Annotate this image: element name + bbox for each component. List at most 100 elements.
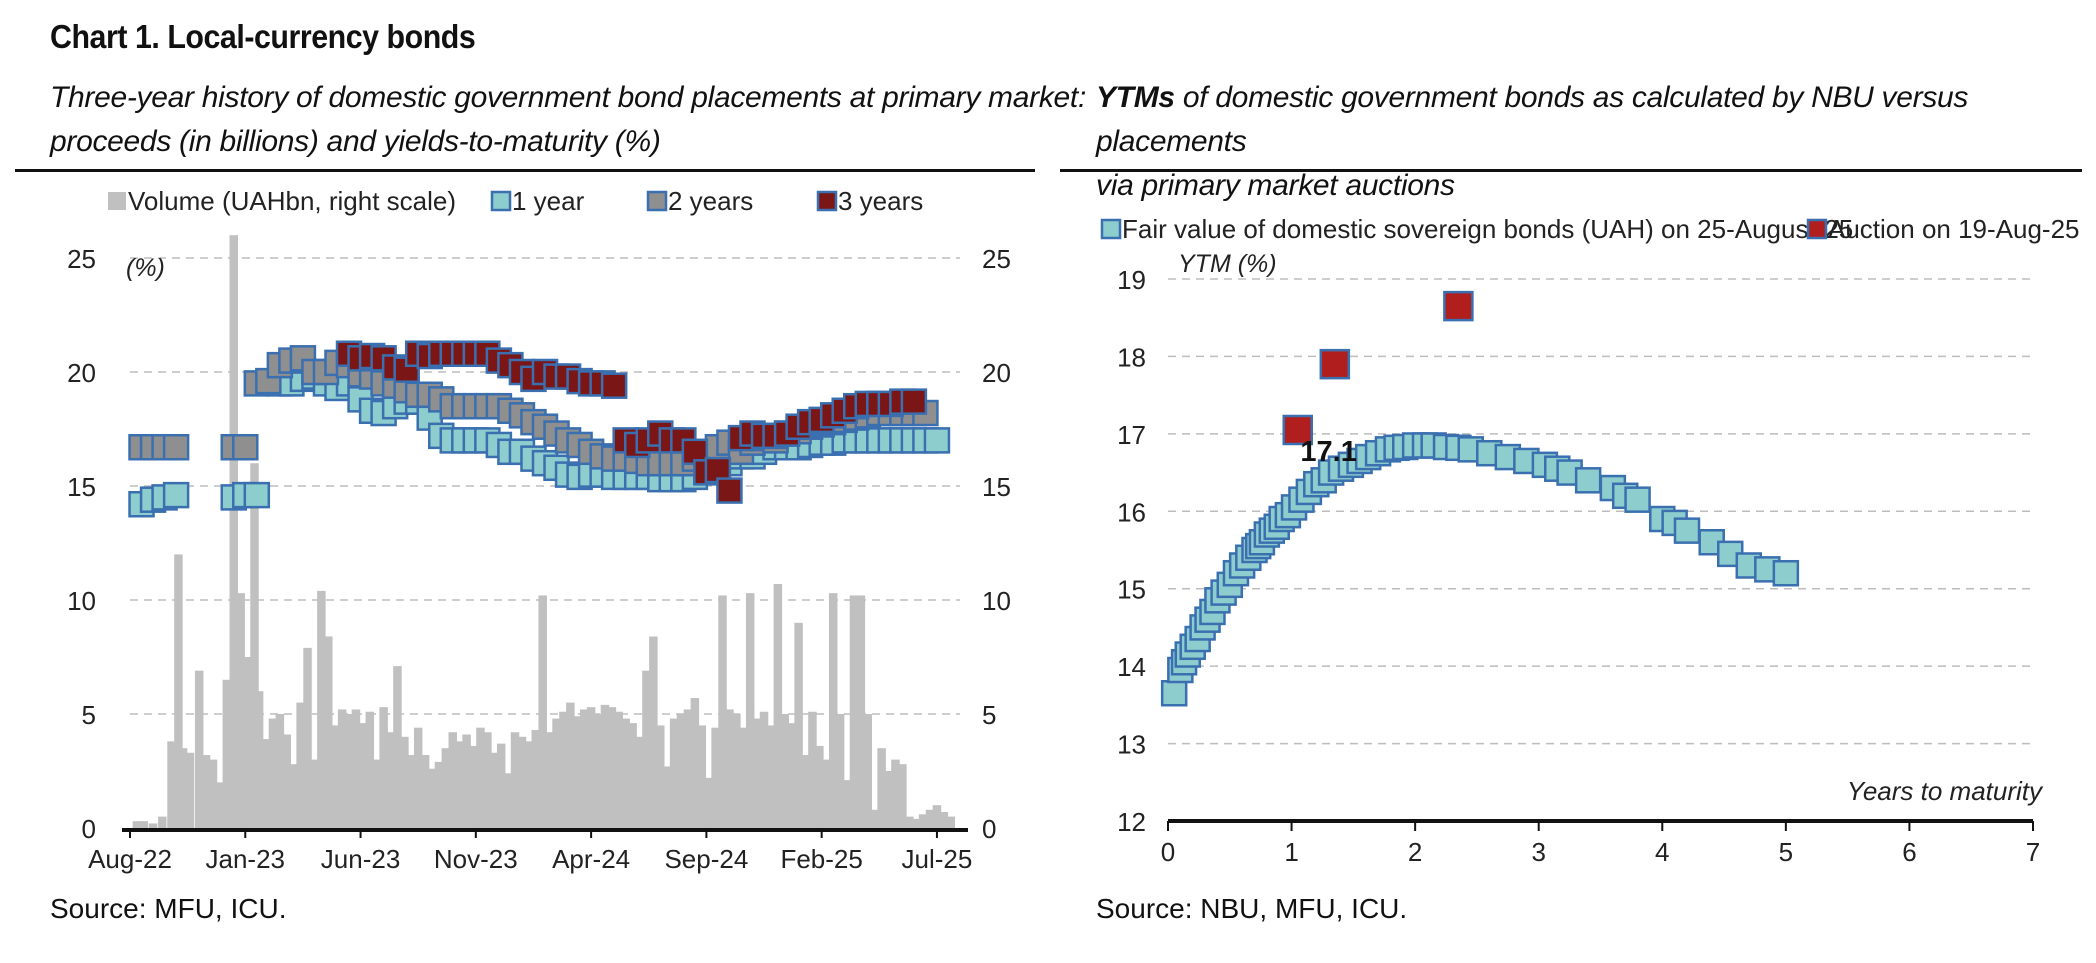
yield-2y-point <box>162 433 190 461</box>
y-right-tick-label: 25 <box>982 244 1011 274</box>
volume-bar <box>801 755 810 828</box>
volume-bar <box>132 821 142 828</box>
volume-bar <box>690 698 700 828</box>
volume-bar <box>925 809 935 828</box>
volume-bar <box>462 734 471 828</box>
volume-bar <box>330 725 340 828</box>
right-subtitle-line2: via primary market auctions <box>1096 169 1455 202</box>
x-tick-label: 6 <box>1902 837 1916 867</box>
legend-swatch <box>490 190 512 212</box>
volume-bar <box>503 773 513 828</box>
legend-swatch <box>816 190 838 212</box>
volume-bar <box>427 768 437 828</box>
volume-bar <box>676 714 686 828</box>
volume-bar <box>808 711 817 828</box>
y-left-tick-label: 10 <box>67 586 96 616</box>
volume-bar <box>393 666 402 828</box>
fair-value-point <box>1772 559 1800 587</box>
volume-bar <box>828 593 838 828</box>
y-left-tick-label: 20 <box>67 358 96 388</box>
left-source: Source: MFU, ICU. <box>50 893 287 924</box>
yield-3y-point <box>716 477 743 504</box>
yield-1y-point <box>162 481 190 509</box>
volume-bar <box>621 718 630 828</box>
y-tick-label: 13 <box>1117 730 1146 760</box>
volume-bar <box>538 595 547 828</box>
volume-bar <box>208 759 218 828</box>
page-title: Chart 1. Local-currency bonds <box>50 18 476 55</box>
volume-bar <box>842 780 852 828</box>
y-tick-label: 14 <box>1117 652 1146 682</box>
left-subtitle-line1: Three-year history of domestic governmen… <box>50 81 1086 114</box>
volume-bar <box>939 812 949 828</box>
volume-bar <box>884 771 893 828</box>
volume-bar <box>441 748 451 828</box>
volume-bar <box>178 748 188 828</box>
volume-bar <box>282 734 292 828</box>
volume-bar <box>656 725 665 828</box>
legend-label: Volume (UAHbn, right scale) <box>128 186 456 216</box>
volume-bar <box>635 736 644 828</box>
volume-bar <box>863 714 873 828</box>
volume-bar <box>222 679 232 828</box>
x-tick-label: Sep-24 <box>664 844 748 874</box>
volume-bar <box>158 816 167 828</box>
volume-bar <box>759 711 769 828</box>
volume-bar <box>469 745 478 828</box>
y-tick-label: 17 <box>1117 420 1146 450</box>
auction-point <box>1319 348 1351 380</box>
fair-value-point <box>1160 679 1188 707</box>
volume-bar <box>351 709 361 828</box>
y-axis-unit-label: (%) <box>126 254 165 282</box>
y-right-tick-label: 5 <box>982 700 996 730</box>
volume-bar <box>545 732 554 828</box>
volume-bar <box>490 752 499 828</box>
right-subtitle: YTMs of domestic government bonds as cal… <box>1096 76 2096 208</box>
legend-label: 2 years <box>668 186 753 216</box>
right-source: Source: NBU, MFU, ICU. <box>1096 893 1408 924</box>
volume-bar <box>787 723 796 828</box>
y-left-tick-label: 25 <box>67 244 96 274</box>
volume-bar <box>918 814 928 828</box>
x-tick-label: 1 <box>1284 837 1298 867</box>
data-label-annotation: 17.1 <box>1300 436 1356 468</box>
volume-bar <box>607 707 617 828</box>
volume-bar <box>815 745 824 828</box>
yield-1y-point <box>923 427 951 454</box>
x-tick-label: 5 <box>1779 837 1793 867</box>
volume-bar <box>766 725 776 828</box>
volume-bar <box>732 714 741 828</box>
legend-label: Fair value of domestic sovereign bonds (… <box>1122 214 1853 244</box>
yield-3y-point <box>900 388 928 415</box>
volume-bar <box>254 691 264 828</box>
y-right-tick-label: 20 <box>982 358 1011 388</box>
volume-bar <box>194 670 204 828</box>
volume-bar <box>752 718 762 828</box>
x-tick-label: Jan-23 <box>206 844 286 874</box>
volume-bar <box>849 595 859 828</box>
legend-swatch <box>108 192 126 210</box>
volume-bar <box>905 816 914 828</box>
volume-bar <box>496 743 506 828</box>
left-subtitle: Three-year history of domestic governmen… <box>50 76 1086 164</box>
volume-bar <box>358 723 368 828</box>
legend-swatch <box>1100 218 1122 240</box>
volume-bar <box>745 593 755 828</box>
volume-bar <box>317 590 326 828</box>
volume-bar <box>261 739 271 828</box>
volume-bar <box>337 709 347 828</box>
y-left-tick-label: 0 <box>82 814 96 844</box>
x-tick-label: 4 <box>1655 837 1669 867</box>
volume-bar <box>773 584 783 828</box>
volume-bar <box>365 711 375 828</box>
right-subtitle-line1: YTMs of domestic government bonds as cal… <box>1096 76 2096 164</box>
y-right-tick-label: 15 <box>982 472 1011 502</box>
volume-bar <box>614 711 624 828</box>
right-header-rule <box>1060 169 2082 172</box>
volume-bar <box>711 727 720 828</box>
volume-bar <box>167 741 176 828</box>
volume-bar <box>870 809 879 828</box>
x-tick-label: 7 <box>2026 837 2040 867</box>
volume-bar <box>517 736 527 828</box>
